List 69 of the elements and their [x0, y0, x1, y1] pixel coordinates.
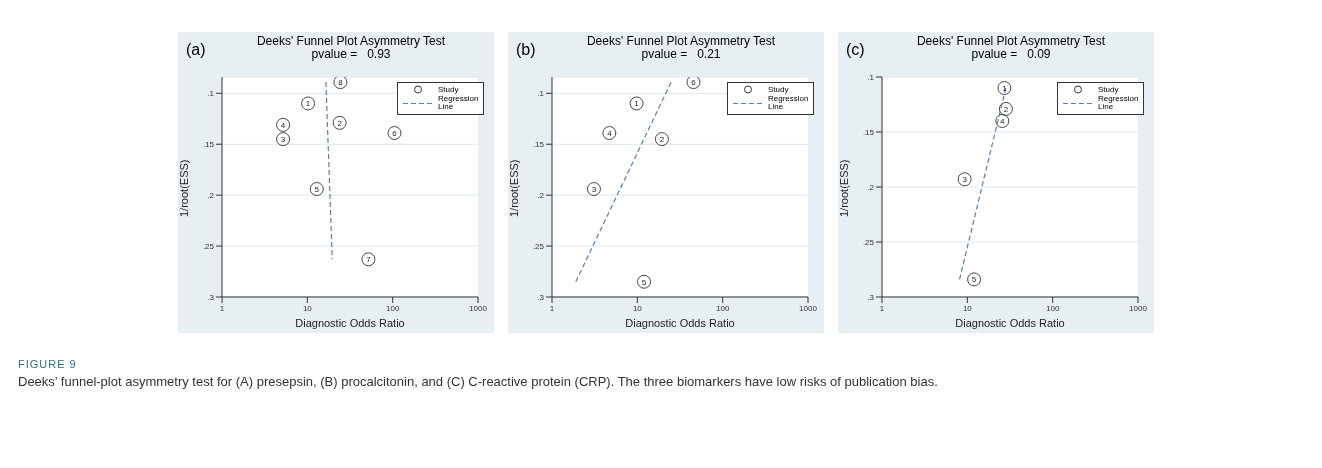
chart-subtitle: pvalue = 0.93 — [311, 47, 391, 61]
y-tick-label: .1 — [207, 89, 215, 99]
annotation: 7 — [366, 255, 372, 265]
x-axis-title: Diagnostic Odds Ratio — [955, 317, 1065, 329]
annotation: 8 — [338, 78, 344, 88]
x-tick-label: 10 — [302, 303, 313, 313]
text: Deeks’ funnel-plot asymmetry test for (A) presepsin, (B) procalcitonin, and (C) C-reactive protein (CRP). The three biomarkers have low risks of publication bias. — [18, 374, 939, 389]
annotation: 3 — [962, 175, 968, 185]
y-tick-label: .2 — [867, 182, 875, 192]
annotation: 2 — [1003, 104, 1009, 114]
annotation: 5 — [641, 277, 647, 287]
x-tick-label: 1 — [879, 303, 885, 313]
annotation: 4 — [1000, 117, 1006, 126]
x-axis-title: Diagnostic Odds Ratio — [295, 317, 405, 329]
x-tick-label: 100 — [385, 303, 400, 313]
legend-label: Study — [438, 84, 460, 94]
x-tick-label: 1000 — [799, 303, 818, 313]
legend-label: Regression Line — [438, 94, 479, 111]
annotation: 5 — [971, 275, 977, 285]
text: (b) — [516, 41, 536, 59]
chart-title: Deeks' Funnel Plot Asymmetry Test — [586, 34, 776, 48]
x-tick-label: 1000 — [469, 303, 488, 313]
text: (a) — [186, 41, 206, 59]
y-tick-label: .3 — [537, 292, 545, 302]
chart-title: Deeks' Funnel Plot Asymmetry Test — [256, 34, 446, 48]
annotation: 2 — [659, 135, 665, 145]
chart-subtitle: pvalue = 0.09 — [971, 47, 1051, 61]
y-tick-label: .2 — [207, 190, 215, 200]
annotation: 3 — [591, 185, 597, 195]
chart-subtitle: pvalue = 0.21 — [641, 47, 721, 61]
y-axis-title: 1/root(ESS) — [177, 159, 190, 217]
y-tick-label: .25 — [862, 237, 875, 247]
x-tick-label: 1000 — [1129, 303, 1148, 313]
annotation: 5 — [314, 185, 320, 195]
y-tick-label: .3 — [867, 292, 875, 302]
legend-label: Study — [768, 84, 790, 94]
annotation: 2 — [337, 118, 343, 128]
text: (c) — [846, 41, 865, 59]
chart-title: Deeks' Funnel Plot Asymmetry Test — [916, 34, 1106, 48]
x-tick-label: 1 — [219, 303, 225, 313]
x-tick-label: 1 — [549, 303, 555, 313]
legend-label: Regression Line — [1098, 94, 1139, 111]
y-axis-title: 1/root(ESS) — [507, 159, 520, 217]
x-tick-label: 100 — [715, 303, 730, 313]
x-axis-title: Diagnostic Odds Ratio — [625, 317, 735, 329]
y-tick-label: .1 — [537, 89, 545, 99]
caption: FIGURE 9 — [18, 358, 78, 370]
legend-label: Regression Line — [768, 94, 809, 111]
x-tick-label: 10 — [962, 303, 973, 313]
y-tick-label: .15 — [862, 127, 875, 137]
annotation: 3 — [280, 135, 286, 145]
y-tick-label: .3 — [207, 292, 215, 302]
annotation: 4 — [280, 120, 286, 130]
annotation: 1 — [305, 99, 311, 109]
y-tick-label: .15 — [532, 140, 545, 150]
y-tick-label: .15 — [202, 140, 215, 150]
x-tick-label: 10 — [632, 303, 643, 313]
y-tick-label: .2 — [537, 190, 545, 200]
annotation: 1 — [634, 99, 640, 109]
y-axis-title: 1/root(ESS) — [837, 159, 850, 217]
y-tick-label: .1 — [867, 72, 875, 82]
y-tick-label: .25 — [202, 241, 215, 251]
legend-label: Study — [1098, 84, 1120, 94]
annotation: 6 — [392, 129, 398, 139]
x-tick-label: 100 — [1045, 303, 1060, 313]
annotation: 1 — [1002, 84, 1008, 93]
annotation: 6 — [691, 78, 697, 88]
annotation: 4 — [607, 129, 613, 139]
y-tick-label: .25 — [532, 241, 545, 251]
